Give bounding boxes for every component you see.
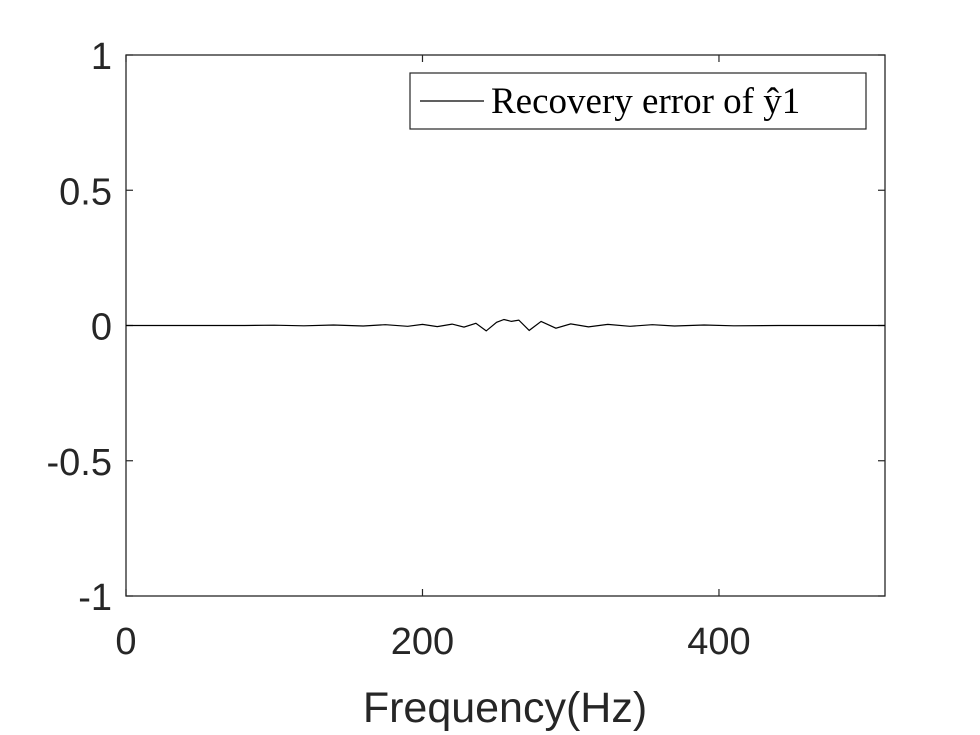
x-tick-label: 200	[391, 621, 454, 663]
tick-labels: 0 200 400 1 0.5 0 -0.5 -1	[47, 36, 751, 663]
legend: Recovery error of ŷ1	[409, 72, 867, 130]
axis-ticks	[125, 54, 885, 597]
x-axis-title: Frequency(Hz)	[363, 684, 647, 732]
x-tick-label: 0	[115, 621, 136, 663]
legend-box	[409, 72, 867, 130]
y-tick-label: 0.5	[59, 171, 112, 213]
series-lines	[126, 318, 885, 332]
y-tick-label: 1	[91, 36, 112, 78]
legend-label: Recovery error of ŷ1	[491, 81, 800, 122]
y-tick-label: -0.5	[47, 442, 112, 484]
y-tick-label: -1	[78, 577, 112, 619]
series-line-0	[126, 318, 885, 332]
x-tick-label: 400	[687, 621, 750, 663]
y-tick-label: 0	[91, 307, 112, 349]
